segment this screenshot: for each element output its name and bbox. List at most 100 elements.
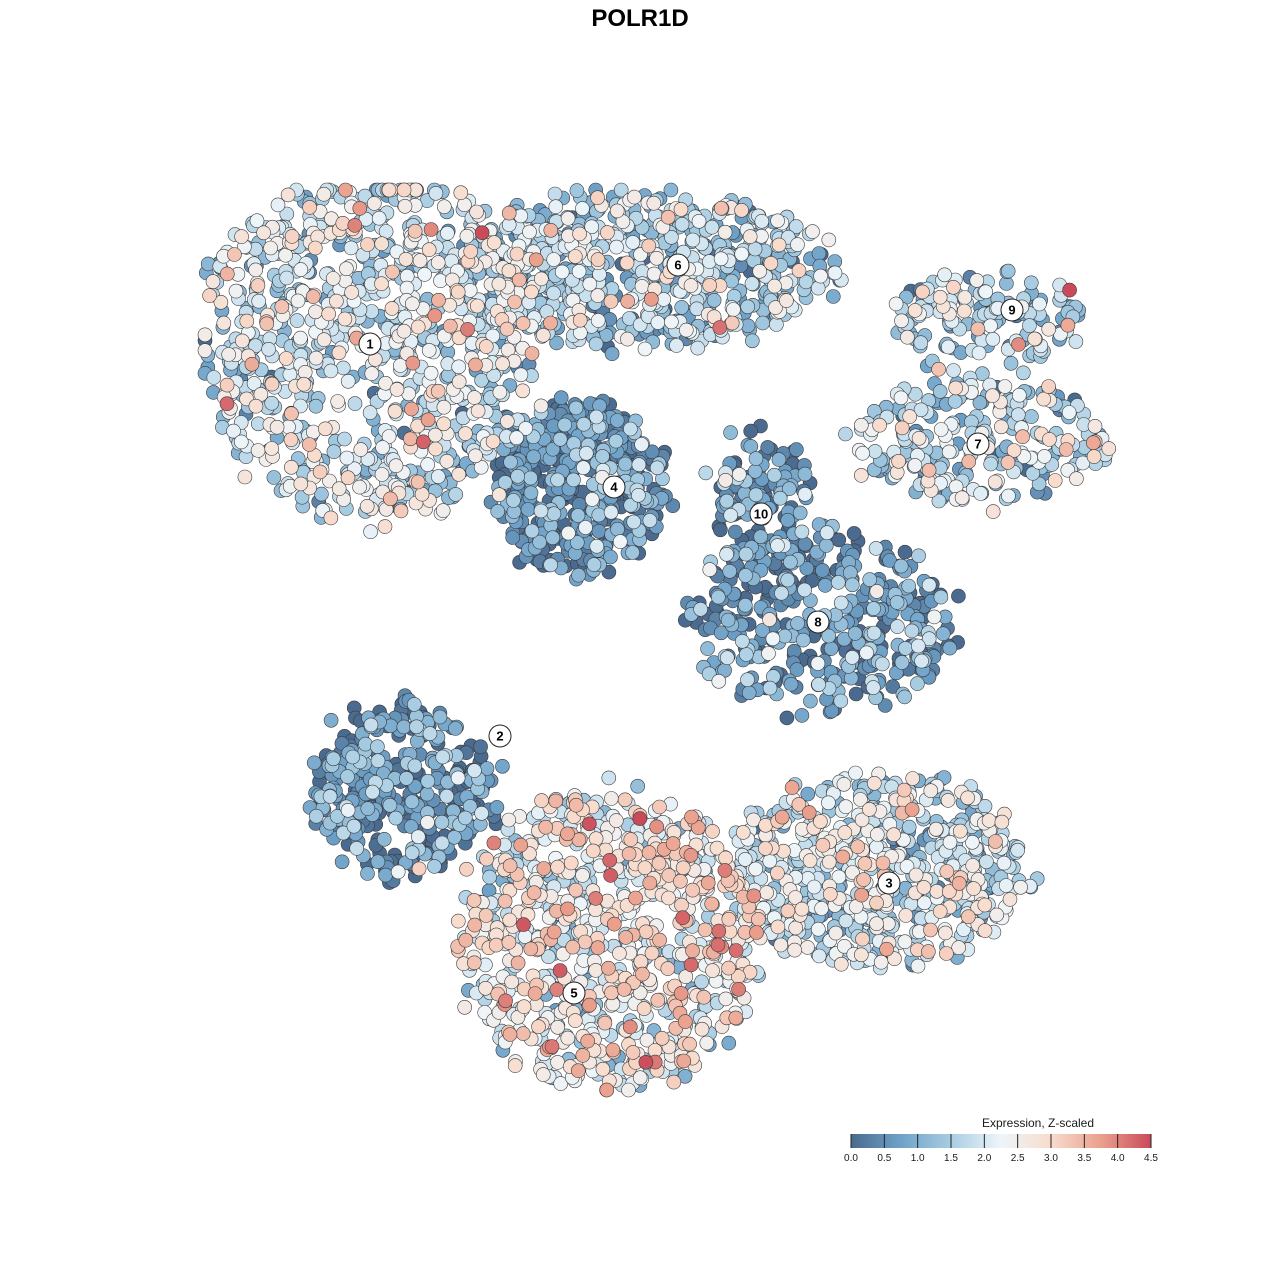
cell-point [570, 508, 586, 523]
colorbar-tick-label: 0.0 [844, 1153, 858, 1164]
cell-point [467, 390, 482, 405]
cell-point [485, 434, 501, 449]
cell-point [410, 319, 426, 335]
cell-point [610, 521, 625, 537]
cell-point [780, 572, 796, 588]
cell-point [489, 800, 505, 815]
cell-point [463, 244, 479, 259]
cell-point [535, 327, 551, 343]
cell-point [675, 910, 691, 926]
cell-point [608, 813, 624, 828]
cell-point [956, 303, 972, 319]
cell-point [308, 808, 324, 824]
cell-point [947, 394, 963, 409]
cell-point [631, 487, 646, 503]
cell-point [404, 794, 420, 810]
cell-point [738, 546, 754, 562]
cell-point [421, 242, 437, 257]
cell-point [330, 394, 346, 409]
cell-point [544, 1039, 560, 1054]
cell-point [1015, 429, 1030, 445]
cell-point [791, 263, 807, 278]
cell-point [421, 343, 437, 358]
cell-point [794, 708, 810, 723]
cell-point [654, 1031, 670, 1046]
cell-point [410, 474, 426, 490]
cell-point [527, 986, 543, 1001]
cell-point [221, 347, 236, 362]
cell-point [637, 860, 653, 876]
cell-point [227, 247, 242, 262]
cell-point [897, 934, 913, 950]
cell-point [894, 313, 909, 329]
cell-point [458, 426, 473, 441]
cell-point [566, 472, 581, 488]
cell-point [436, 416, 452, 432]
cell-point [308, 398, 324, 414]
cell-point [457, 999, 473, 1015]
cell-point [780, 903, 796, 919]
cell-point [815, 563, 830, 578]
cell-point [833, 956, 849, 972]
cell-point [612, 946, 627, 961]
cell-point [1010, 842, 1026, 858]
cell-point [434, 814, 450, 830]
cell-point [850, 839, 866, 855]
cell-point [819, 525, 835, 541]
cell-point [872, 417, 887, 433]
cell-point [531, 1019, 546, 1034]
cell-point [1000, 263, 1016, 279]
cell-point [753, 529, 769, 545]
cell-point [474, 225, 490, 240]
cell-point [978, 284, 994, 300]
cell-point [474, 805, 489, 821]
cell-point [337, 311, 353, 327]
cell-point [685, 943, 700, 959]
cell-point [439, 453, 455, 469]
cluster-label-10: 10 [749, 502, 773, 526]
cluster-label-7: 7 [966, 432, 990, 456]
cell-point [420, 815, 435, 830]
cell-point [523, 941, 539, 957]
cell-point [720, 612, 736, 628]
cell-point [847, 626, 863, 641]
cell-point [250, 278, 266, 293]
cell-point [904, 623, 920, 639]
cell-point [869, 827, 885, 842]
cell-point [248, 262, 263, 278]
cell-point [821, 232, 837, 248]
cell-point [466, 893, 482, 908]
cell-point [762, 612, 777, 627]
cell-point [399, 771, 414, 786]
cell-point [993, 419, 1009, 435]
cell-point [869, 895, 884, 911]
cell-point [673, 202, 689, 217]
cell-point [894, 655, 910, 670]
cell-point [378, 867, 393, 883]
cluster-label-4: 4 [602, 475, 626, 499]
cell-point [388, 458, 404, 474]
cell-point [399, 280, 415, 296]
cell-point [563, 855, 579, 871]
cell-point [728, 1010, 744, 1026]
cluster-label-3: 3 [877, 871, 901, 895]
cell-point [535, 1067, 551, 1082]
cell-point [879, 941, 894, 957]
cell-point [960, 790, 976, 806]
cell-point [560, 826, 575, 842]
cell-point [302, 200, 317, 215]
cell-point [971, 345, 987, 361]
cell-point [448, 721, 463, 736]
cell-point [921, 462, 937, 478]
cell-point [875, 855, 891, 871]
points-layer [197, 182, 1117, 1098]
cell-point [683, 847, 699, 863]
cell-point [780, 512, 796, 528]
cell-point [197, 343, 213, 358]
cell-point [987, 474, 1003, 490]
cell-point [595, 1061, 611, 1077]
cell-point [410, 829, 426, 845]
cell-point [830, 575, 846, 590]
cell-point [911, 430, 927, 446]
cell-point [744, 276, 760, 291]
